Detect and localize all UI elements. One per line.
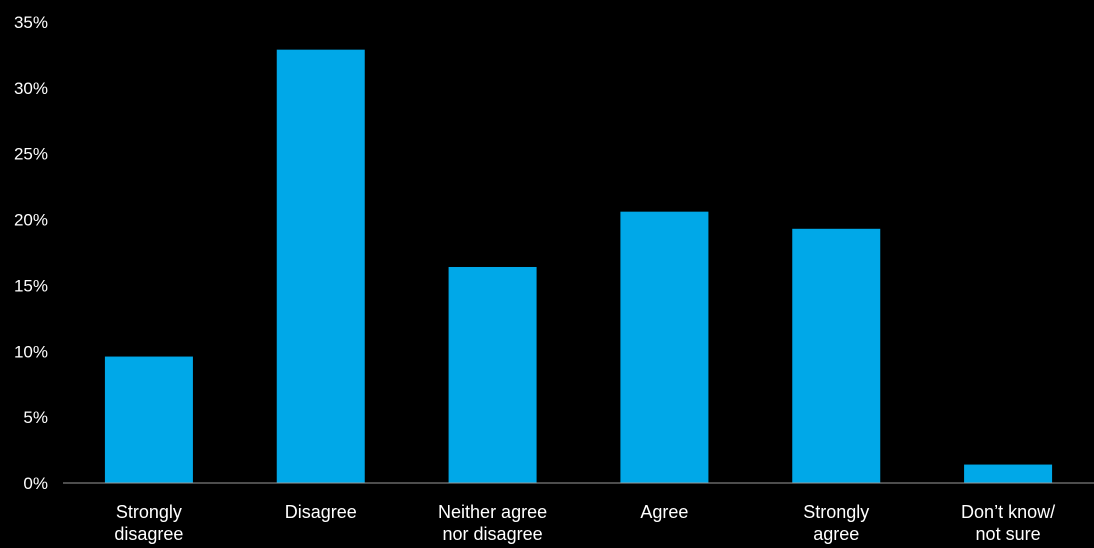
x-category-label-line: Strongly <box>116 502 182 522</box>
x-category-label-line: not sure <box>976 524 1041 544</box>
y-tick-label: 35% <box>14 13 48 32</box>
y-tick-label: 15% <box>14 276 48 295</box>
x-category-label-line: Disagree <box>285 502 357 522</box>
x-category-label: Strongly agree <box>803 502 869 544</box>
x-category-label: Don’t know/not sure <box>961 502 1055 544</box>
y-tick-label: 5% <box>23 408 48 427</box>
x-category-label: Neither agree nor disagree <box>438 502 547 544</box>
x-category-label: Agree <box>640 502 688 522</box>
y-axis-tick-labels: 0% 5% 10% 15% 20% 25% 30% 35% <box>14 13 48 493</box>
x-category-label-line: agree <box>813 524 859 544</box>
bar <box>105 357 193 483</box>
bar <box>792 229 880 483</box>
x-category-label-line: Strongly <box>803 502 869 522</box>
y-tick-label: 30% <box>14 79 48 98</box>
bar <box>964 465 1052 483</box>
bar <box>277 50 365 483</box>
bar <box>449 267 537 483</box>
y-tick-label: 10% <box>14 342 48 361</box>
x-category-label-line: Neither agree <box>438 502 547 522</box>
bar <box>620 212 708 483</box>
y-tick-label: 25% <box>14 145 48 164</box>
x-category-label: Strongly disagree <box>114 502 183 544</box>
y-tick-label: 20% <box>14 211 48 230</box>
x-category-label: Disagree <box>285 502 357 522</box>
y-tick-label: 0% <box>23 474 48 493</box>
x-category-label-line: disagree <box>114 524 183 544</box>
x-category-label-line: nor disagree <box>443 524 543 544</box>
x-category-label-line: Don’t know/ <box>961 502 1055 522</box>
x-category-label-line: Agree <box>640 502 688 522</box>
bar-series <box>105 50 1052 483</box>
